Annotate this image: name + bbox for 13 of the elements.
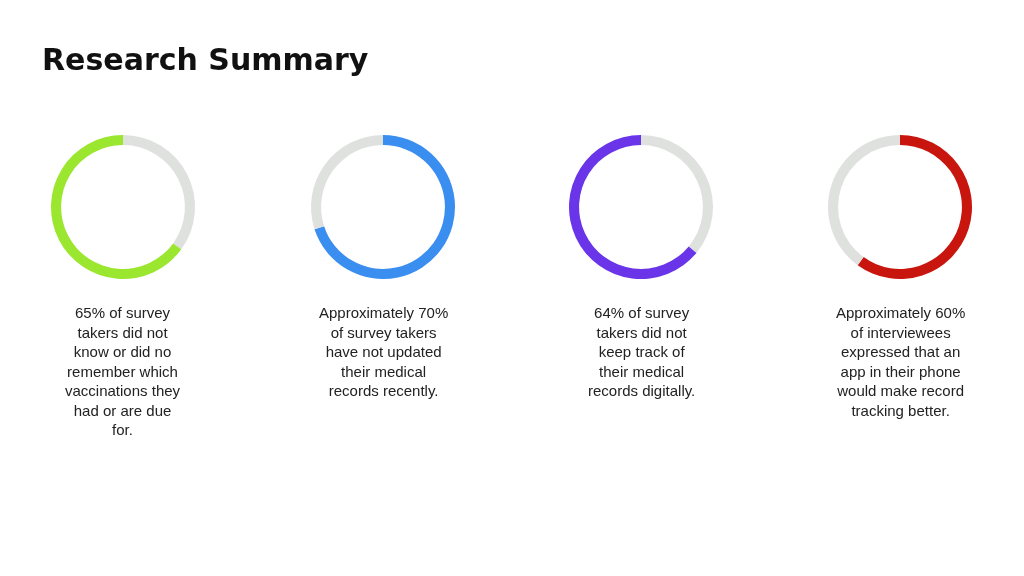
donut-slice [314, 135, 455, 279]
donut-slice [569, 135, 697, 279]
text: 65% of survey takers did not know or did no remember which vaccinations they had or are due for. [65, 304, 181, 438]
donut-slice [641, 135, 713, 253]
donut-slice [857, 135, 972, 279]
text: Approximately 60% of interviewees expressed that an app in their phone would make record tracking better. [836, 304, 966, 419]
chart-title: Research Summary [42, 42, 369, 77]
donut-slice [828, 135, 900, 266]
donut-slice [123, 135, 195, 250]
donut-slice [311, 135, 383, 230]
donut-slice [51, 135, 182, 279]
text: Approximately 70% of survey takers have not updated their medical records recently. [319, 304, 449, 399]
text: 64% of survey takers did not keep track of their medical records digitally. [588, 304, 696, 399]
